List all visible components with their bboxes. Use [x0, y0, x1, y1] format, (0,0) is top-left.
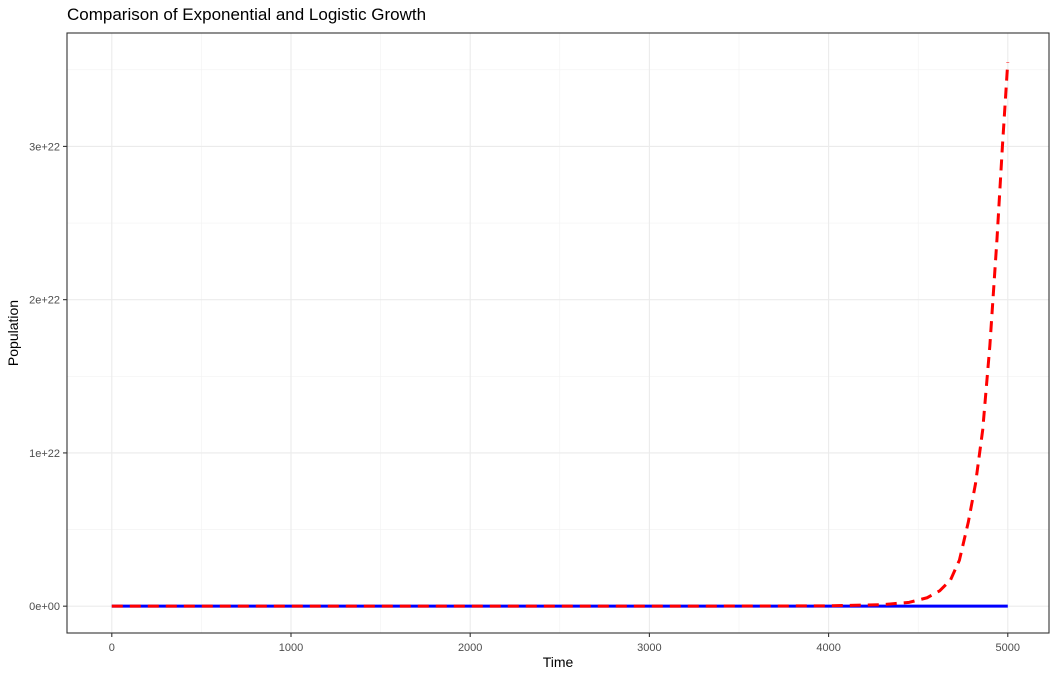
x-tick-label: 1000 — [279, 642, 303, 654]
series-lines — [111, 62, 1010, 608]
x-tick-label: 2000 — [458, 642, 482, 654]
y-tick-label: 2e+22 — [29, 295, 60, 307]
plot-panel — [67, 33, 1049, 633]
y-tick-label: 1e+22 — [29, 448, 60, 460]
x-axis-title: Time — [543, 654, 574, 670]
x-tick-label: 3000 — [637, 642, 661, 654]
chart-title: Comparison of Exponential and Logistic G… — [67, 5, 426, 24]
y-tick-label: 3e+22 — [29, 141, 60, 153]
x-tick-label: 5000 — [996, 642, 1020, 654]
x-tick-label: 4000 — [816, 642, 840, 654]
exponential-growth-line — [111, 62, 1010, 608]
y-axis-title: Population — [5, 300, 21, 366]
y-tick-label: 0e+00 — [29, 601, 60, 613]
axis-ticks: 0 1000 2000 3000 4000 5000 0e+00 1e+22 2e+22 3e+2… — [29, 141, 1020, 654]
x-tick-label: 0 — [109, 642, 115, 654]
plot-panel-border — [66, 32, 1050, 634]
